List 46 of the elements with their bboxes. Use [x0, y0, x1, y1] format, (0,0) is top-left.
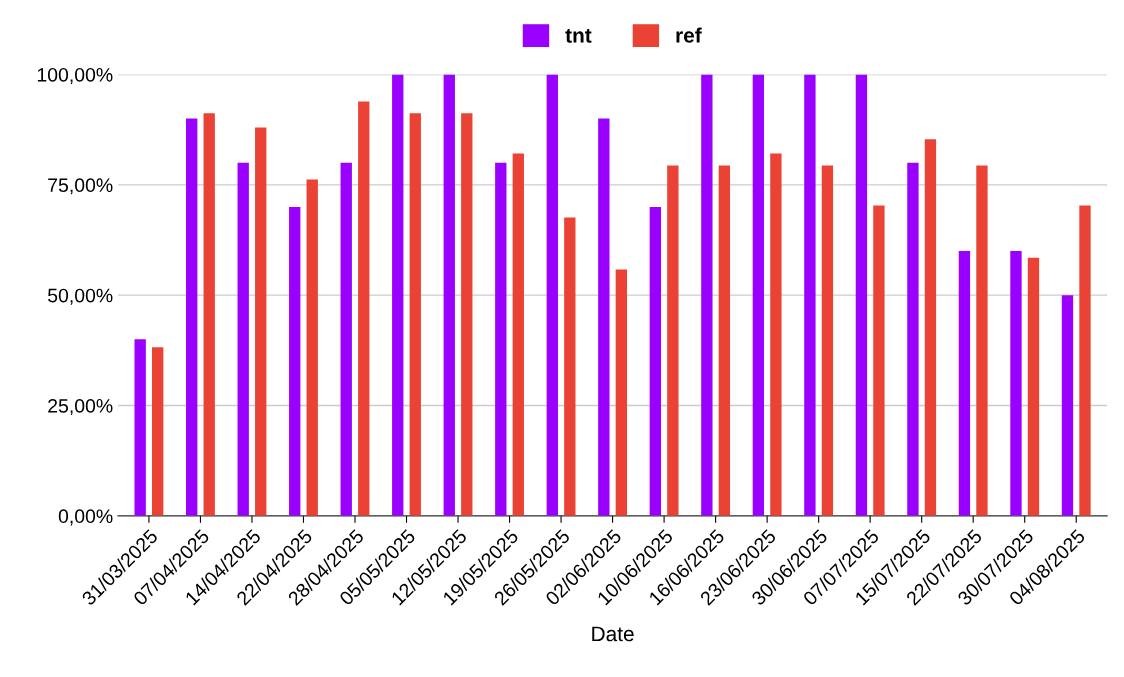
bar [615, 269, 627, 516]
bar [564, 217, 576, 516]
bar [804, 74, 816, 516]
y-tick-label: 50,00% [47, 288, 113, 305]
bar [598, 118, 610, 516]
bar [237, 162, 249, 516]
bar [358, 101, 370, 516]
bar [392, 74, 404, 516]
bar [134, 339, 146, 516]
bar [255, 127, 267, 516]
bar [203, 113, 215, 516]
bar [958, 251, 971, 516]
bar [1079, 205, 1091, 516]
bar [495, 162, 507, 516]
bar [718, 165, 731, 516]
bar [1010, 251, 1022, 516]
legend-label: ref [676, 27, 702, 43]
bar [461, 113, 473, 516]
bar [289, 206, 301, 516]
y-tick-label: 0,00% [58, 509, 113, 526]
bar [443, 74, 455, 516]
bar [976, 165, 988, 516]
y-tick-label: 75,00% [48, 178, 113, 195]
bar [1027, 257, 1040, 516]
bar [546, 74, 558, 516]
bar [152, 347, 164, 516]
y-tick-label: 25,00% [48, 398, 113, 416]
bar [340, 162, 352, 516]
bar [306, 179, 318, 516]
bar [873, 205, 885, 516]
bar [770, 153, 782, 516]
legend-label: tnt [565, 28, 592, 43]
bar [409, 113, 421, 516]
bar [821, 165, 834, 516]
bar [1061, 295, 1074, 516]
y-tick-label: 100,00% [37, 67, 113, 84]
bar [907, 162, 919, 516]
bar [649, 206, 662, 516]
bar [186, 118, 198, 516]
bar [924, 139, 937, 516]
bar [667, 165, 679, 516]
bar [701, 74, 713, 516]
bar [512, 153, 524, 516]
bar [752, 74, 765, 516]
x-axis-title: Date [592, 626, 634, 642]
bar [855, 74, 868, 516]
